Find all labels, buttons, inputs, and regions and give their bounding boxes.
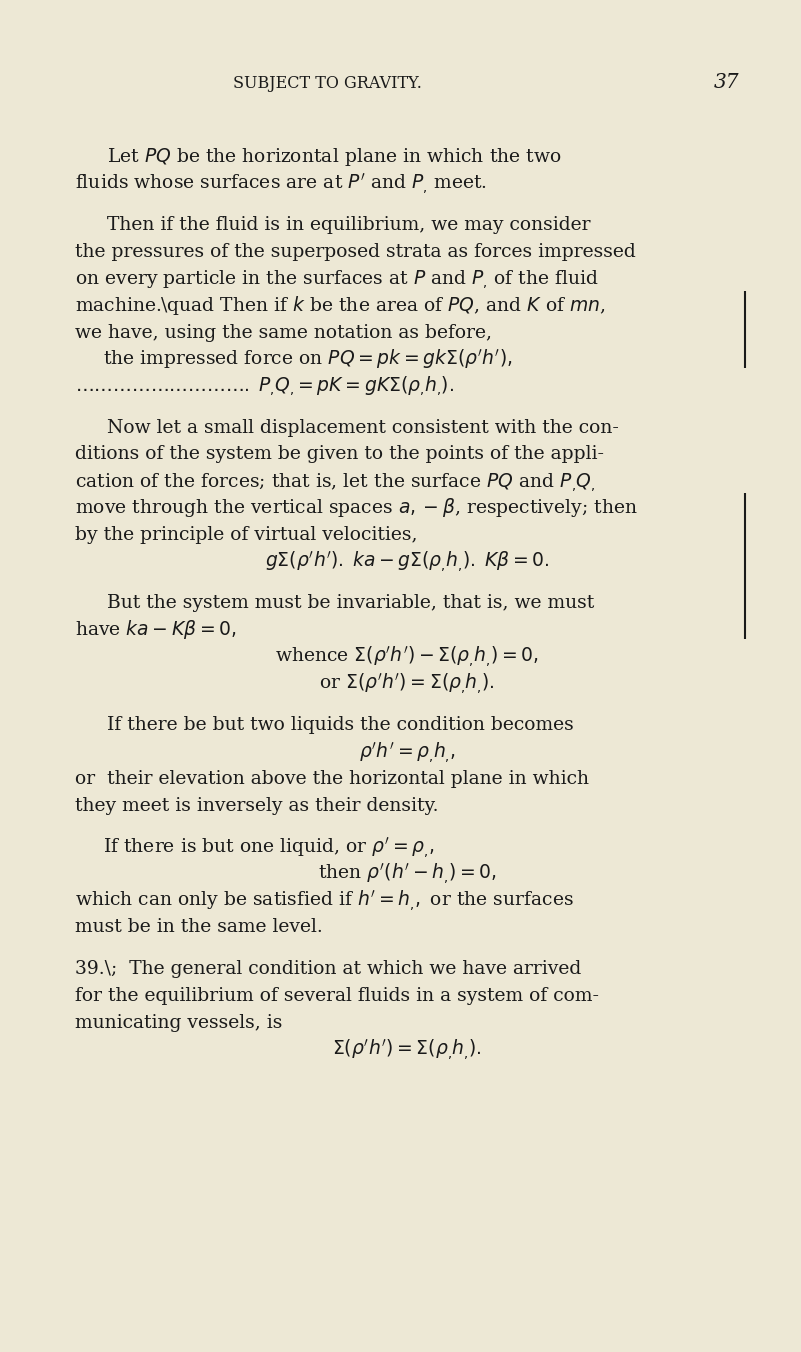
Text: which can only be satisfied if $h' = h_{,},$ or the surfaces: which can only be satisfied if $h' = h_{… bbox=[75, 888, 574, 913]
Text: 37: 37 bbox=[714, 73, 739, 92]
Text: 39.\;  The general condition at which we have arrived: 39.\; The general condition at which we … bbox=[75, 960, 582, 977]
Text: $\ldots\ldots\ldots\ldots\ldots\ldots\ldots\ldots\ldots . \; P_{,}Q_{,} = pK = g: $\ldots\ldots\ldots\ldots\ldots\ldots\ld… bbox=[75, 375, 454, 397]
Text: $g\Sigma(\rho' h') .\; ka - g\Sigma(\rho_{,}h_{,}) .\; K\beta = 0.$: $g\Sigma(\rho' h') .\; ka - g\Sigma(\rho… bbox=[265, 549, 549, 573]
Text: they meet is inversely as their density.: they meet is inversely as their density. bbox=[75, 796, 438, 814]
Text: whence $\Sigma(\rho' h') - \Sigma(\rho_{,}h_{,}) = 0,$: whence $\Sigma(\rho' h') - \Sigma(\rho_{… bbox=[276, 645, 539, 668]
Text: then $\rho'(h' - h_{,}) = 0,$: then $\rho'(h' - h_{,}) = 0,$ bbox=[318, 861, 497, 886]
Text: or $\Sigma(\rho' h') = \Sigma(\rho_{,}h_{,}).$: or $\Sigma(\rho' h') = \Sigma(\rho_{,}h_… bbox=[319, 672, 495, 695]
Text: Then if the fluid is in equilibrium, we may consider: Then if the fluid is in equilibrium, we … bbox=[107, 216, 590, 234]
Text: by the principle of virtual velocities,: by the principle of virtual velocities, bbox=[75, 526, 417, 544]
Text: If there is but one liquid, or $\rho' = \rho_{,},$: If there is but one liquid, or $\rho' = … bbox=[103, 834, 434, 859]
Text: on every particle in the surfaces at $P$ and $P_{,}$ of the fluid: on every particle in the surfaces at $P$… bbox=[75, 268, 599, 291]
Text: or  their elevation above the horizontal plane in which: or their elevation above the horizontal … bbox=[75, 769, 589, 788]
Text: have $ka - K\beta = 0,$: have $ka - K\beta = 0,$ bbox=[75, 618, 236, 641]
Text: cation of the forces; that is, let the surface $PQ$ and $P_{,}Q_{,}$: cation of the forces; that is, let the s… bbox=[75, 470, 595, 492]
Text: If there be but two liquids the condition becomes: If there be but two liquids the conditio… bbox=[107, 717, 574, 734]
Text: Now let a small displacement consistent with the con-: Now let a small displacement consistent … bbox=[107, 419, 619, 437]
Text: $\rho' h' = \rho_{,}h_{,},$: $\rho' h' = \rho_{,}h_{,},$ bbox=[359, 740, 456, 764]
Text: for the equilibrium of several fluids in a system of com-: for the equilibrium of several fluids in… bbox=[75, 987, 599, 1005]
Text: the pressures of the superposed strata as forces impressed: the pressures of the superposed strata a… bbox=[75, 243, 636, 261]
Text: must be in the same level.: must be in the same level. bbox=[75, 918, 323, 937]
Text: the impressed force on $PQ = pk = gk\Sigma(\rho' h'),$: the impressed force on $PQ = pk = gk\Sig… bbox=[103, 346, 513, 370]
Text: But the system must be invariable, that is, we must: But the system must be invariable, that … bbox=[107, 595, 594, 612]
Text: ditions of the system be given to the points of the appli-: ditions of the system be given to the po… bbox=[75, 445, 604, 464]
Text: Let $PQ$ be the horizontal plane in which the two: Let $PQ$ be the horizontal plane in whic… bbox=[107, 146, 562, 168]
Text: move through the vertical spaces $a, -\beta$, respectively; then: move through the vertical spaces $a, -\b… bbox=[75, 496, 638, 519]
Text: fluids whose surfaces are at $P'$ and $P_{,}$ meet.: fluids whose surfaces are at $P'$ and $P… bbox=[75, 172, 487, 196]
Text: we have, using the same notation as before,: we have, using the same notation as befo… bbox=[75, 323, 492, 342]
Text: $\Sigma(\rho' h') = \Sigma(\rho_{,}h_{,}).$: $\Sigma(\rho' h') = \Sigma(\rho_{,}h_{,}… bbox=[332, 1037, 481, 1061]
Text: SUBJECT TO GRAVITY.: SUBJECT TO GRAVITY. bbox=[233, 74, 422, 92]
Text: machine.\quad Then if $k$ be the area of $PQ$, and $K$ of $mn$,: machine.\quad Then if $k$ be the area of… bbox=[75, 293, 606, 316]
Text: municating vessels, is: municating vessels, is bbox=[75, 1014, 283, 1032]
